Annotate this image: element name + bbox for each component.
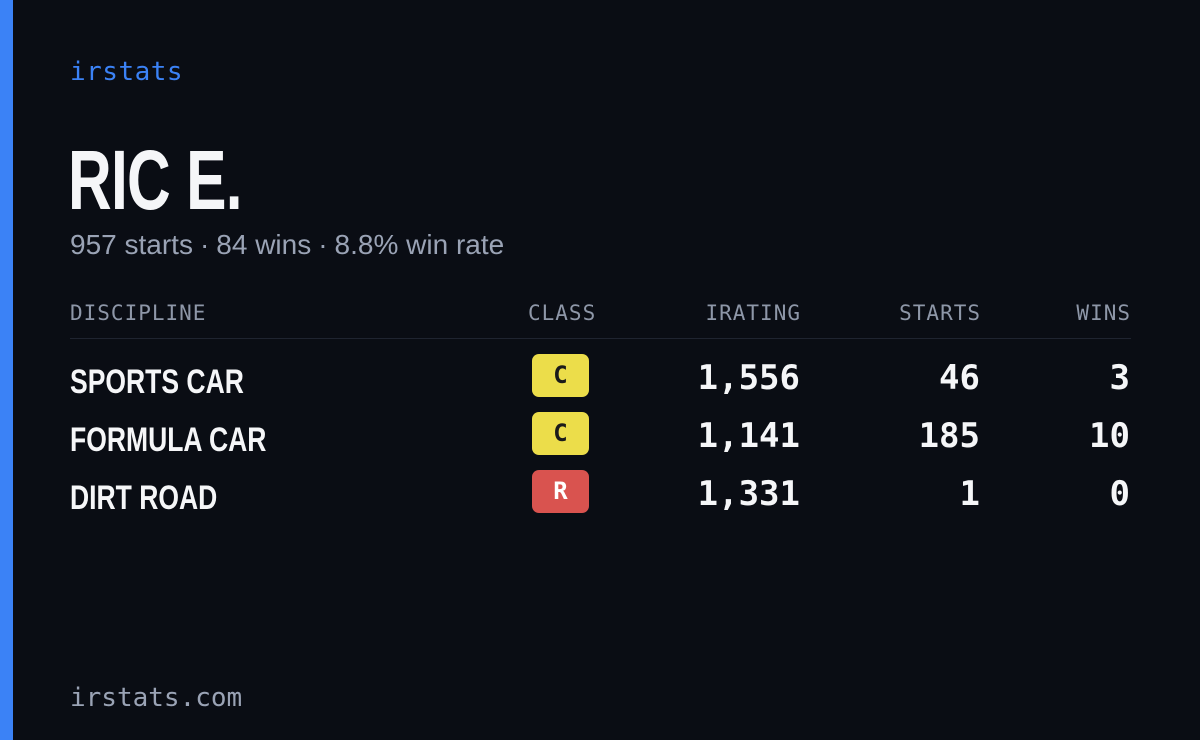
discipline-name: DIRT ROAD	[70, 479, 218, 517]
starts-value: 46	[939, 358, 980, 398]
accent-bar	[0, 0, 13, 740]
table-row: DIRT ROAD R 1,331 1 0	[70, 470, 1131, 528]
header-discipline: DISCIPLINE	[70, 301, 207, 325]
starts-value: 185	[918, 416, 980, 456]
irating-value: 1,141	[697, 416, 800, 456]
driver-name: RIC E.	[68, 133, 243, 227]
starts-value: 1	[959, 474, 980, 514]
header-wins: WINS	[1076, 301, 1131, 325]
class-badge: C	[532, 354, 589, 397]
discipline-name: SPORTS CAR	[70, 363, 244, 401]
class-badge: C	[532, 412, 589, 455]
wins-value: 0	[1109, 474, 1130, 514]
brand-logo-text: irstats	[70, 57, 184, 87]
wins-summary: 84 wins	[216, 229, 312, 260]
win-rate-summary: 8.8% win rate	[334, 229, 505, 260]
starts-summary: 957 starts	[70, 229, 193, 260]
header-class: CLASS	[528, 301, 597, 325]
separator-dot: ·	[318, 229, 328, 260]
irating-value: 1,331	[697, 474, 800, 514]
irating-value: 1,556	[697, 358, 800, 398]
wins-value: 3	[1109, 358, 1130, 398]
driver-summary: 957 starts · 84 wins · 8.8% win rate	[70, 228, 504, 262]
discipline-name: FORMULA CAR	[70, 421, 267, 459]
header-irating: IRATING	[705, 301, 801, 325]
header-starts: STARTS	[899, 301, 981, 325]
table-row: SPORTS CAR C 1,556 46 3	[70, 354, 1131, 412]
table-header: DISCIPLINE CLASS IRATING STARTS WINS	[70, 300, 1131, 339]
wins-value: 10	[1089, 416, 1130, 456]
footer-url: irstats.com	[70, 683, 243, 713]
class-badge: R	[532, 470, 589, 513]
separator-dot: ·	[199, 229, 210, 260]
table-row: FORMULA CAR C 1,141 185 10	[70, 412, 1131, 470]
